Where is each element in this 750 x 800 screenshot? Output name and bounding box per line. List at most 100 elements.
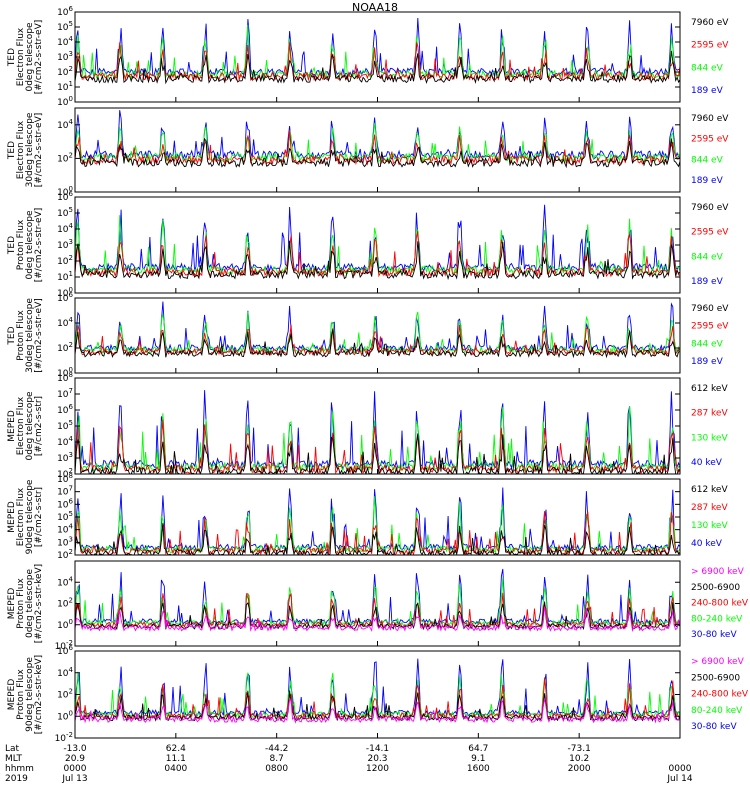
- y-axis-label: 0deg telescope: [25, 391, 35, 461]
- series-1-1: [75, 50, 680, 85]
- legend-entry: 844 eV: [691, 252, 724, 262]
- y-tick-label: 106: [57, 5, 73, 18]
- legend-entry: 612 keV: [691, 384, 728, 394]
- y-tick-label: 107: [57, 387, 73, 400]
- panel-2: 100 102 104 TED Electron Flux 30deg telescope…: [7, 107, 729, 198]
- y-tick-label: 100: [57, 709, 73, 722]
- y-tick-label: 105: [57, 419, 73, 432]
- x-tick-mlt: 9.1: [471, 754, 485, 764]
- y-tick-label: 105: [57, 510, 73, 523]
- y-axis-label: Electron Flux: [16, 120, 26, 179]
- x-tick-lat: -73.1: [568, 744, 591, 754]
- y-tick-label: 104: [57, 222, 73, 235]
- x-tick-lat: -44.2: [265, 744, 288, 754]
- y-axis-label: TED: [7, 326, 17, 345]
- x-row-label: hhmm: [5, 764, 34, 774]
- y-tick-label: 101: [57, 270, 73, 283]
- legend-entry: 7960 eV: [691, 114, 729, 124]
- x-row-label: 2019: [5, 774, 28, 784]
- y-tick-label: 104: [57, 435, 73, 448]
- y-tick-label: 10-2: [55, 639, 73, 652]
- x-tick-lat: -13.0: [63, 744, 87, 754]
- legend-entry: 30-80 keV: [691, 630, 737, 640]
- y-tick-label: 100: [57, 618, 73, 631]
- x-tick-hhmm: 1200: [366, 764, 389, 774]
- legend-entry: 80-240 keV: [691, 614, 743, 624]
- legend-entry: 189 eV: [691, 86, 724, 96]
- y-axis-label: [#/cm2-s-str]: [34, 396, 44, 456]
- y-axis-label: 90deg telescope: [25, 479, 35, 554]
- y-tick-label: 102: [57, 65, 73, 78]
- x-tick-hhmm: 0400: [164, 764, 187, 774]
- y-tick-label: 102: [57, 254, 73, 267]
- legend-entry: 40 keV: [691, 458, 723, 468]
- y-tick-label: 101: [57, 80, 73, 93]
- legend-entry: 2595 eV: [691, 322, 729, 332]
- legend-entry: 240-800 keV: [691, 690, 749, 700]
- figure-title: NOAA18: [351, 1, 399, 14]
- legend-entry: 40 keV: [691, 539, 723, 549]
- series-8-2: [75, 690, 680, 723]
- y-tick-label: 103: [57, 50, 73, 63]
- y-tick-label: 102: [57, 341, 73, 354]
- series-7-1: [75, 606, 680, 633]
- legend-entry: 287 keV: [691, 503, 728, 513]
- y-axis-label: Proton Flux: [16, 578, 26, 629]
- y-tick-label: 100: [57, 366, 73, 379]
- y-tick-label: 108: [57, 472, 73, 485]
- panel-4: 100 102 104 106 TED Proton Flux 30deg telescop…: [7, 291, 729, 379]
- legend-entry: 844 eV: [691, 155, 724, 165]
- y-axis-label: [#/cm2-s-str-eV]: [34, 208, 44, 283]
- y-axis-label: Proton Flux: [16, 310, 26, 361]
- series-2-3: [75, 122, 680, 164]
- legend-entry: 287 keV: [691, 409, 728, 419]
- x-tick-mlt: 11.1: [166, 754, 186, 764]
- y-axis-label: 0deg telescope: [25, 210, 35, 280]
- y-tick-label: 108: [57, 371, 73, 384]
- x-tick-date: Jul 13: [61, 774, 87, 784]
- legend-entry: 189 eV: [691, 357, 724, 367]
- y-tick-label: 103: [57, 451, 73, 464]
- panel-8: 10-2 100 102 104 106 MEPED Proton Flux 90deg te…: [7, 644, 749, 744]
- legend-entry: 2595 eV: [691, 135, 729, 145]
- y-tick-label: 106: [57, 291, 73, 304]
- legend-entry: 612 keV: [691, 485, 728, 495]
- y-axis-label: 0deg telescope: [25, 22, 35, 92]
- x-row-label: Lat: [5, 744, 20, 754]
- y-axis-label: Electron Flux: [16, 27, 26, 86]
- x-tick-hhmm: 2000: [568, 764, 591, 774]
- y-axis-label: [#/cm2-s-str-eV]: [34, 20, 44, 95]
- y-axis-label: 90deg telescope: [25, 657, 35, 732]
- legend-entry: 7960 eV: [691, 304, 729, 314]
- y-tick-label: 106: [57, 644, 73, 657]
- series-8-1: [75, 698, 680, 724]
- y-axis-label: MEPED: [7, 588, 17, 620]
- y-tick-label: 103: [57, 238, 73, 251]
- y-tick-label: 100: [57, 185, 73, 198]
- y-tick-label: 102: [57, 467, 73, 480]
- y-axis-label: TED: [7, 48, 17, 67]
- series-4-2: [75, 324, 680, 357]
- panel-3: 100 101 102 103 104 105 106 TED Proton Flux 0deg …: [7, 190, 729, 299]
- legend-entry: 7960 eV: [691, 18, 729, 28]
- y-tick-label: 102: [57, 597, 73, 610]
- x-tick-mlt: 10.2: [569, 754, 589, 764]
- y-tick-label: 10-2: [55, 731, 73, 744]
- x-tick-lat: -14.1: [366, 744, 389, 754]
- x-tick-hhmm: 0000: [669, 764, 692, 774]
- y-axis-label: Proton Flux: [16, 219, 26, 270]
- y-axis-label: Proton Flux: [16, 669, 26, 720]
- y-axis-label: TED: [7, 141, 17, 160]
- y-tick-label: 106: [57, 190, 73, 203]
- series-2-1: [75, 137, 680, 169]
- legend-entry: 2595 eV: [691, 41, 729, 51]
- y-tick-label: 102: [57, 688, 73, 701]
- legend-entry: 2500-6900: [691, 673, 740, 683]
- y-axis-label: [#/cm2-s-str-eV]: [34, 113, 44, 188]
- y-tick-label: 104: [57, 666, 73, 679]
- y-axis-label: 30deg telescope: [25, 112, 35, 187]
